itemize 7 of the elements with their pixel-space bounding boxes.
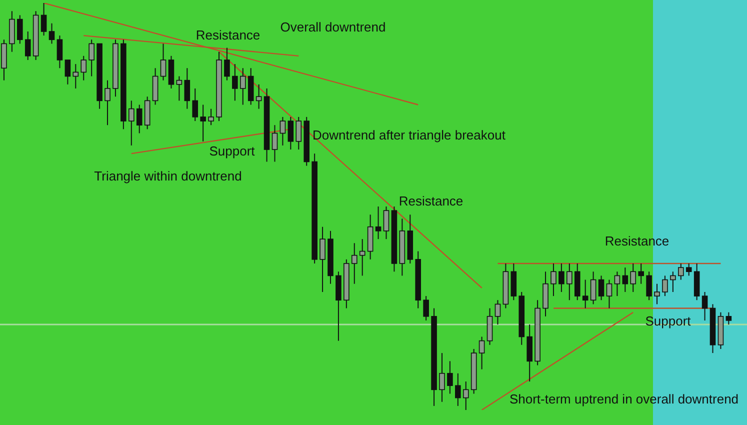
annotation: Resistance [196,28,260,42]
annotation: Overall downtrend [280,20,386,34]
annotation: Triangle within downtrend [94,168,242,184]
annotation: Downtrend after triangle breakout [312,128,506,142]
annotation: Support [645,314,691,328]
annotation: Resistance [398,194,464,208]
annotation: Support [209,144,255,158]
